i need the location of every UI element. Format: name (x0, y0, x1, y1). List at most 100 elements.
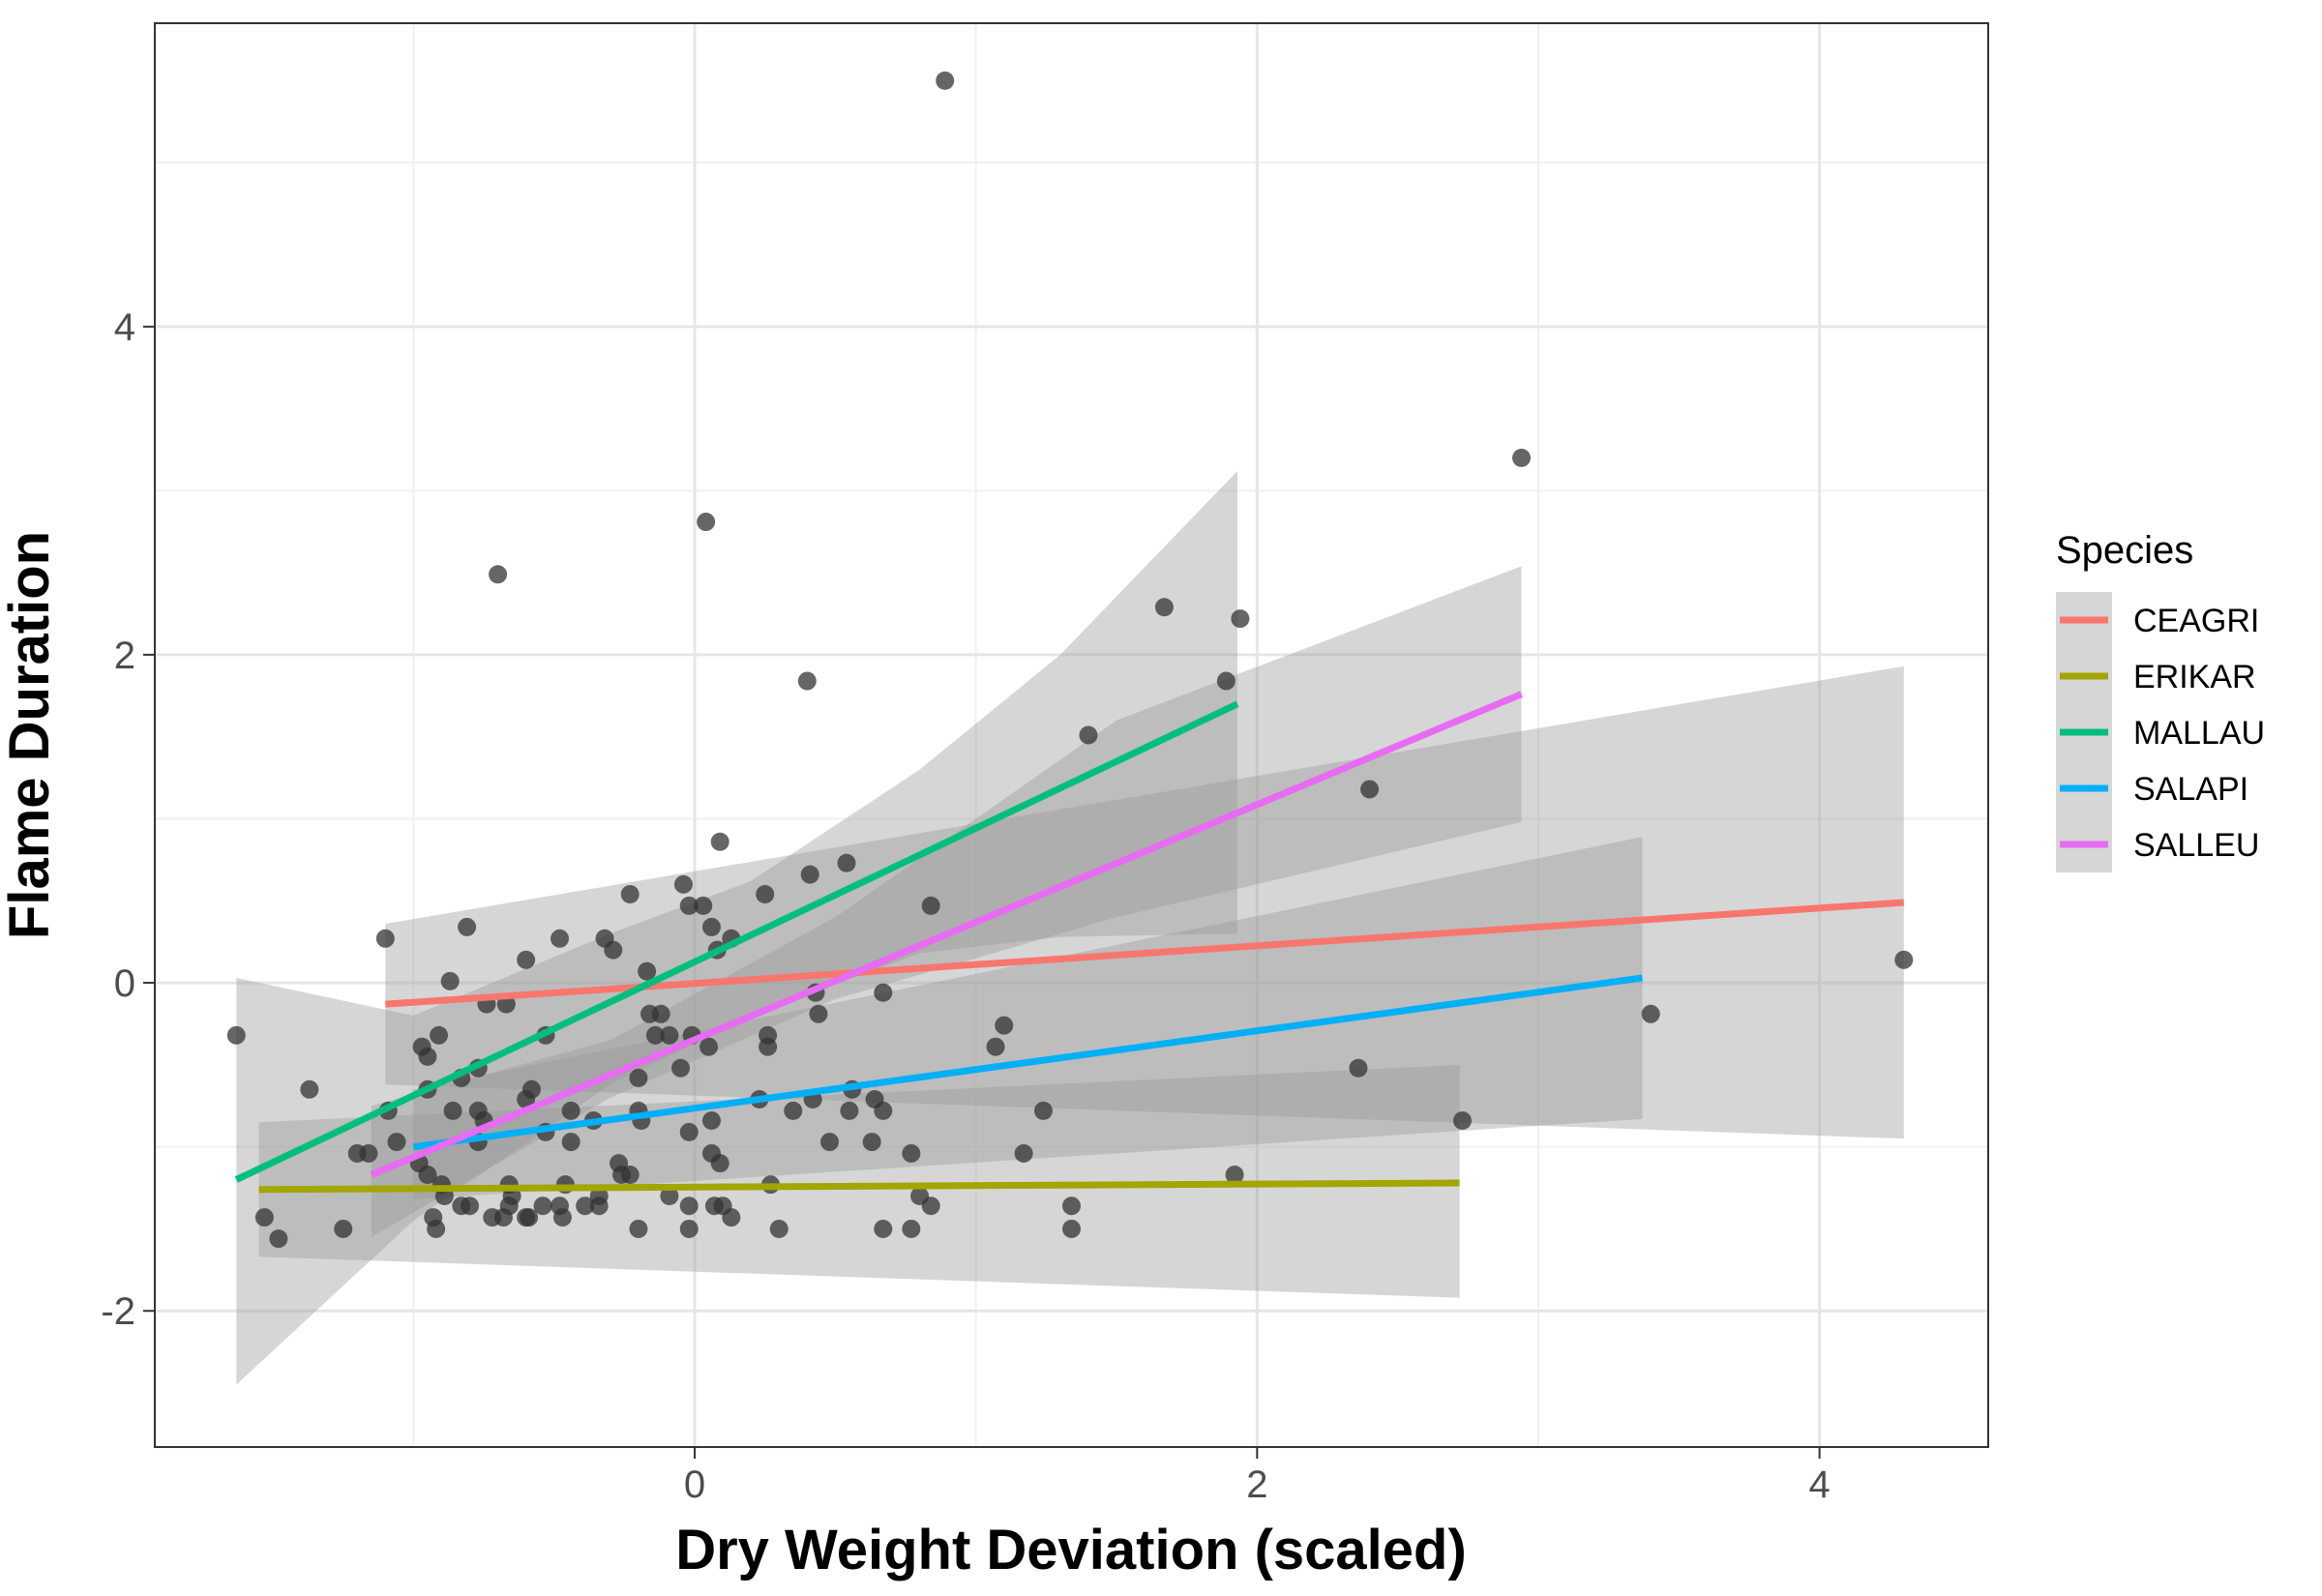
legend-label: ERIKAR (2133, 659, 2256, 695)
data-point (697, 513, 716, 532)
data-point (701, 1111, 721, 1131)
data-point (862, 1133, 881, 1152)
data-point (1512, 448, 1532, 467)
regression-line-erikar (258, 1179, 1460, 1194)
legend-item-salleu: SALLEU (2056, 816, 2259, 872)
data-point (710, 1154, 729, 1173)
data-point (1033, 1101, 1053, 1120)
data-point (489, 565, 508, 584)
data-point (1894, 950, 1914, 969)
data-point (375, 929, 395, 948)
confidence-bands (236, 470, 1904, 1385)
data-point (334, 1219, 353, 1238)
x-tick-label: 2 (1246, 1463, 1267, 1506)
data-point (673, 874, 693, 894)
data-point (552, 1208, 572, 1227)
data-point (620, 884, 640, 903)
x-axis-ticks: 0 2 4 (684, 1447, 1831, 1506)
data-point (1231, 609, 1250, 629)
legend-label: SALAPI (2133, 771, 2248, 808)
data-point (254, 1208, 274, 1227)
data-point (300, 1079, 319, 1099)
data-point (700, 1037, 719, 1056)
data-point (629, 1068, 648, 1087)
data-point (671, 1058, 691, 1078)
data-point (1225, 1165, 1244, 1184)
data-point (874, 983, 893, 1002)
regression-line-salapi (412, 974, 1643, 1151)
data-point (902, 1219, 921, 1238)
data-point (701, 917, 721, 936)
minor-gridlines (155, 23, 1988, 1447)
legend: Species CEAGRI ERIKAR MALLAU SALAPI SALLEU (2056, 529, 2265, 872)
data-point (561, 1101, 580, 1120)
data-point (651, 1004, 670, 1023)
legend-item-erikar: ERIKAR (2056, 648, 2256, 704)
data-point (710, 832, 729, 851)
data-point (874, 1101, 893, 1120)
data-point (443, 1101, 462, 1120)
legend-title: Species (2056, 529, 2193, 572)
data-point (921, 896, 940, 915)
data-point (837, 853, 856, 872)
data-point (458, 917, 477, 936)
regression-line-salleu (370, 691, 1523, 1178)
data-point (679, 1197, 699, 1216)
data-point (517, 1208, 536, 1227)
data-point (1062, 1219, 1081, 1238)
data-point (517, 1089, 536, 1108)
legend-label: CEAGRI (2133, 603, 2259, 639)
data-point (576, 1197, 595, 1216)
data-point (483, 1208, 502, 1227)
legend-label: SALLEU (2133, 827, 2259, 864)
regression-line-mallau (234, 700, 1239, 1183)
data-point (769, 1219, 789, 1238)
data-point (387, 1133, 406, 1152)
data-point (1216, 671, 1235, 691)
y-tick-label: 0 (114, 962, 135, 1005)
x-tick-label: 0 (684, 1463, 705, 1506)
data-point (921, 1197, 940, 1216)
data-point (604, 940, 623, 960)
data-point (359, 1143, 378, 1163)
legend-label: MALLAU (2133, 715, 2265, 752)
data-point (427, 1219, 446, 1238)
data-point (1154, 598, 1174, 617)
data-point (759, 1037, 778, 1056)
data-point (1014, 1143, 1033, 1163)
data-point (551, 929, 570, 948)
data-point (589, 1197, 609, 1216)
confidence-band-erikar (258, 1064, 1460, 1298)
y-tick-label: 4 (114, 307, 135, 349)
confidence-band-ceagri (385, 665, 1904, 1139)
data-point (660, 1187, 679, 1206)
data-point (679, 1219, 699, 1238)
data-points (226, 71, 1914, 1249)
y-tick-label: -2 (101, 1290, 135, 1333)
data-point (694, 896, 713, 915)
data-point (679, 896, 699, 915)
data-point (533, 1197, 552, 1216)
data-point (1349, 1058, 1368, 1078)
data-point (418, 1047, 437, 1066)
data-point (561, 1133, 580, 1152)
data-point (902, 1143, 921, 1163)
data-point (797, 671, 817, 691)
data-point (1452, 1111, 1472, 1131)
y-axis-title: Flame Duration (0, 531, 61, 939)
legend-item-ceagri: CEAGRI (2056, 592, 2259, 648)
data-point (800, 865, 819, 884)
data-point (418, 1165, 437, 1184)
data-point (440, 971, 460, 990)
panel-border (154, 22, 1989, 1448)
legend-item-salapi: SALAPI (2056, 760, 2248, 816)
x-axis-title: Dry Weight Deviation (scaled) (675, 1519, 1467, 1581)
data-point (517, 950, 536, 969)
y-axis-ticks: -2 0 2 4 (101, 307, 155, 1333)
data-point (430, 1025, 449, 1045)
data-point (638, 961, 657, 981)
data-point (1641, 1004, 1660, 1023)
confidence-band-salapi (413, 837, 1643, 1199)
data-point (660, 1025, 679, 1045)
